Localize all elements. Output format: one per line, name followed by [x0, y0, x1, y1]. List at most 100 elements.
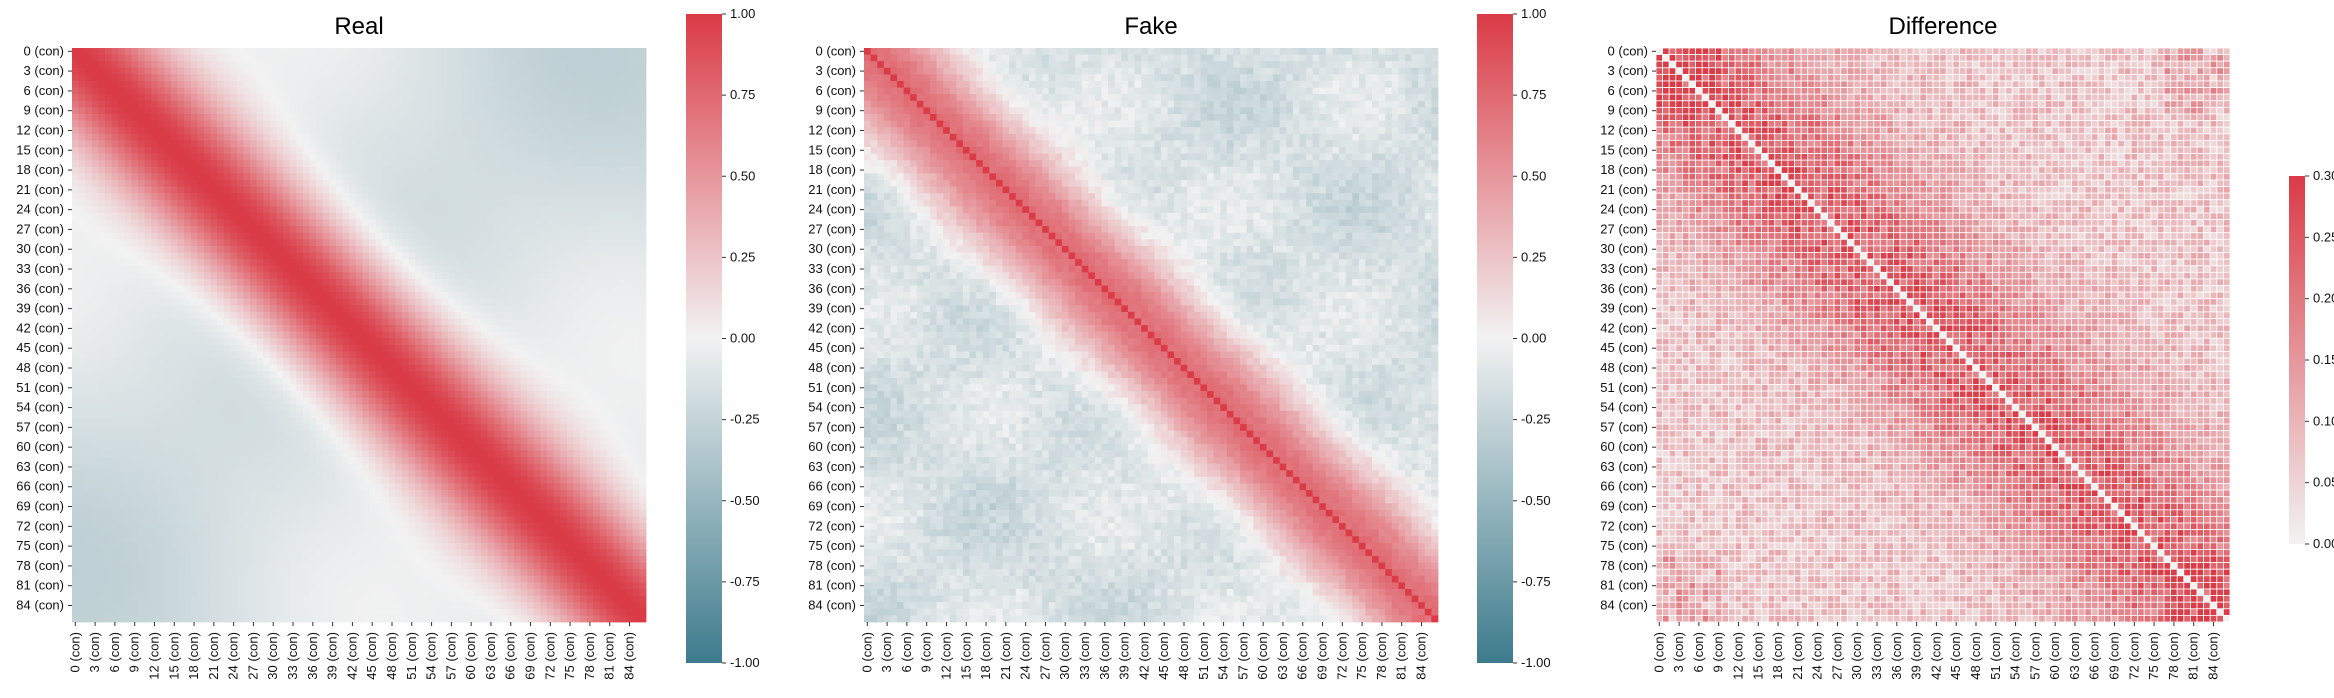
x-tick-label: 21 (con) [206, 632, 221, 680]
colorbar-gradient [2289, 176, 2305, 544]
x-tick-label: 18 (con) [978, 632, 993, 680]
colorbar-tick-label: 0.75 [730, 87, 755, 102]
colorbar-tick-label: 0.10 [2313, 413, 2334, 428]
x-tick-label: 69 (con) [2107, 632, 2122, 680]
x-tick-label: 51 (con) [404, 632, 419, 680]
x-tick-label: 30 (con) [265, 632, 280, 680]
y-tick-label: 78 (con) [16, 558, 64, 573]
y-tick-label: 63 (con) [16, 459, 64, 474]
x-tick-label: 24 (con) [1018, 632, 1033, 680]
x-tick-label: 15 (con) [1750, 632, 1765, 680]
x-tick-label: 69 (con) [1315, 632, 1330, 680]
x-tick-label: 81 (con) [602, 632, 617, 680]
x-tick-label: 39 (con) [1909, 632, 1924, 680]
x-tick-label: 27 (con) [245, 632, 260, 680]
y-tick-label: 63 (con) [808, 459, 856, 474]
x-tick-label: 72 (con) [1334, 632, 1349, 680]
colorbar-tick-label: 0.25 [730, 249, 755, 264]
x-tick-label: 48 (con) [384, 632, 399, 680]
y-tick-label: 66 (con) [1600, 479, 1648, 494]
y-tick-label: 30 (con) [1600, 241, 1648, 256]
y-tick-label: 60 (con) [16, 439, 64, 454]
x-tick-label: 12 (con) [1730, 632, 1745, 680]
y-tick-label: 45 (con) [808, 340, 856, 355]
x-tick-label: 63 (con) [2067, 632, 2082, 680]
x-tick-label: 33 (con) [1869, 632, 1884, 680]
x-tick-label: 0 (con) [67, 632, 82, 672]
y-tick-label: 9 (con) [1608, 103, 1648, 118]
colorbar-tick-label: 0.15 [2313, 352, 2334, 367]
x-tick-label: 81 (con) [1394, 632, 1409, 680]
x-tick-label: 69 (con) [523, 632, 538, 680]
y-tick-label: 84 (con) [16, 598, 64, 613]
y-tick-label: 24 (con) [1600, 202, 1648, 217]
x-tick-label: 42 (con) [1928, 632, 1943, 680]
y-tick-label: 12 (con) [808, 122, 856, 137]
y-tick-label: 3 (con) [24, 63, 64, 78]
y-tick-label: 66 (con) [16, 479, 64, 494]
x-tick-label: 75 (con) [562, 632, 577, 680]
colorbar-tick-label: 1.00 [1521, 6, 1546, 21]
colorbar-tick-label: -1.00 [1521, 655, 1551, 670]
y-tick-label: 51 (con) [1600, 380, 1648, 395]
y-tick-label: 81 (con) [1600, 578, 1648, 593]
x-tick-label: 9 (con) [1711, 632, 1726, 672]
y-tick-label: 57 (con) [808, 419, 856, 434]
x-tick-label: 72 (con) [542, 632, 557, 680]
x-tick-label: 15 (con) [958, 632, 973, 680]
y-tick-label: 63 (con) [1600, 459, 1648, 474]
y-tick-label: 72 (con) [1600, 518, 1648, 533]
y-tick-label: 0 (con) [816, 43, 856, 58]
y-tick-label: 21 (con) [1600, 182, 1648, 197]
x-tick-label: 48 (con) [1968, 632, 1983, 680]
heatmap-cells [864, 48, 1438, 622]
y-tick-label: 33 (con) [16, 261, 64, 276]
y-tick-label: 84 (con) [808, 598, 856, 613]
y-tick-label: 12 (con) [1600, 122, 1648, 137]
x-tick-label: 42 (con) [1136, 632, 1151, 680]
x-tick-label: 81 (con) [2186, 632, 2201, 680]
y-tick-label: 69 (con) [16, 499, 64, 514]
y-tick-label: 54 (con) [16, 400, 64, 415]
y-tick-label: 24 (con) [808, 202, 856, 217]
x-tick-label: 12 (con) [146, 632, 161, 680]
y-tick-label: 78 (con) [808, 558, 856, 573]
x-tick-label: 0 (con) [859, 632, 874, 672]
x-tick-label: 24 (con) [1810, 632, 1825, 680]
x-tick-label: 45 (con) [1156, 632, 1171, 680]
y-tick-label: 30 (con) [16, 241, 64, 256]
y-tick-label: 21 (con) [808, 182, 856, 197]
y-tick-label: 81 (con) [808, 578, 856, 593]
x-tick-label: 39 (con) [325, 632, 340, 680]
y-tick-label: 60 (con) [1600, 439, 1648, 454]
heatmap-cells [72, 48, 646, 622]
colorbar-tick-label: 0.50 [1521, 168, 1546, 183]
y-tick-label: 54 (con) [808, 400, 856, 415]
y-tick-label: 36 (con) [808, 281, 856, 296]
y-tick-label: 6 (con) [816, 83, 856, 98]
x-tick-label: 57 (con) [1235, 632, 1250, 680]
y-tick-label: 42 (con) [16, 320, 64, 335]
y-tick-label: 69 (con) [1600, 499, 1648, 514]
colorbar-gradient [686, 14, 722, 663]
y-tick-label: 42 (con) [808, 320, 856, 335]
colorbar-tick-label: 0.00 [1521, 331, 1546, 346]
x-tick-label: 78 (con) [2166, 632, 2181, 680]
y-tick-label: 75 (con) [1600, 538, 1648, 553]
colorbar: -1.00-0.75-0.50-0.250.000.250.500.751.00 [686, 6, 760, 670]
colorbar-tick-label: -0.75 [1521, 574, 1551, 589]
y-tick-label: 15 (con) [1600, 142, 1648, 157]
x-tick-label: 18 (con) [186, 632, 201, 680]
y-tick-label: 51 (con) [16, 380, 64, 395]
y-tick-label: 0 (con) [1608, 43, 1648, 58]
colorbar-tick-label: 0.00 [2313, 536, 2334, 551]
y-tick-label: 9 (con) [816, 103, 856, 118]
x-tick-label: 84 (con) [622, 632, 637, 680]
y-tick-label: 75 (con) [16, 538, 64, 553]
colorbar-tick-label: 0.50 [730, 168, 755, 183]
y-tick-label: 75 (con) [808, 538, 856, 553]
x-tick-label: 66 (con) [1295, 632, 1310, 680]
y-tick-label: 3 (con) [1608, 63, 1648, 78]
